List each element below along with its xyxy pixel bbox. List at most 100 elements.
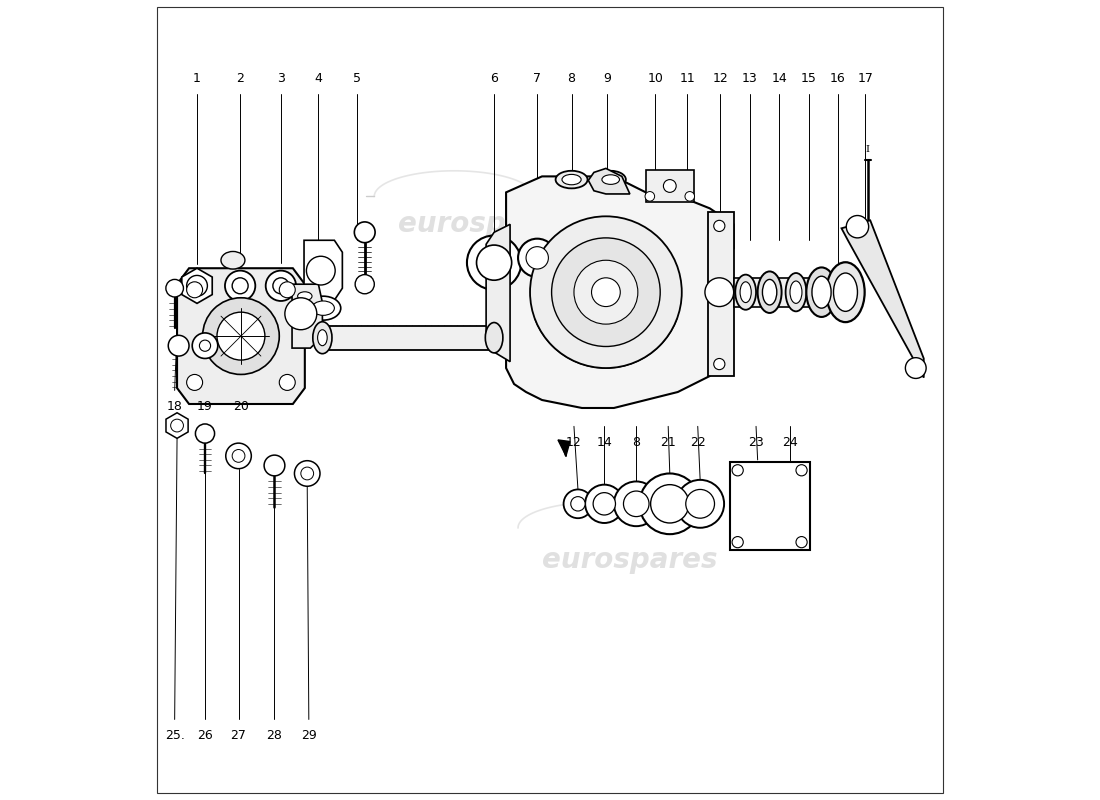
Ellipse shape [221,251,245,269]
Text: 9: 9 [604,71,612,85]
Circle shape [846,215,869,238]
Circle shape [202,298,279,374]
Ellipse shape [735,274,756,310]
Bar [322,326,494,350]
Text: 8: 8 [568,71,575,85]
Circle shape [232,450,245,462]
Circle shape [217,312,265,360]
Text: 24: 24 [782,436,797,449]
Text: eurospares: eurospares [398,210,574,238]
Bar [729,462,810,550]
Polygon shape [292,284,322,348]
Circle shape [466,235,521,290]
Bar [646,170,694,202]
Circle shape [733,537,744,548]
Circle shape [645,191,654,201]
Text: 19: 19 [197,400,213,413]
Circle shape [196,424,214,443]
Ellipse shape [762,279,777,305]
Polygon shape [708,212,734,376]
Circle shape [526,246,549,269]
Circle shape [264,455,285,476]
Ellipse shape [595,170,626,188]
Text: 7: 7 [534,71,541,85]
Text: 12: 12 [566,436,582,449]
Circle shape [614,482,659,526]
Text: 23: 23 [748,436,763,449]
Polygon shape [506,176,734,408]
Text: 17: 17 [858,71,873,85]
Ellipse shape [318,330,327,346]
Circle shape [355,274,374,294]
Ellipse shape [790,281,802,303]
Text: 8: 8 [632,436,640,449]
Circle shape [266,270,296,301]
Text: 15: 15 [801,71,816,85]
Polygon shape [166,413,188,438]
Circle shape [232,278,249,294]
Ellipse shape [602,174,619,184]
Circle shape [714,358,725,370]
Polygon shape [588,169,630,194]
Circle shape [226,443,251,469]
Ellipse shape [826,262,865,322]
Text: 18: 18 [167,400,183,413]
Text: I: I [866,145,870,154]
Ellipse shape [312,322,332,354]
Ellipse shape [485,322,503,353]
Bar [734,278,846,306]
Ellipse shape [292,288,318,304]
Circle shape [518,238,557,277]
Ellipse shape [298,292,312,301]
Circle shape [733,465,744,476]
Ellipse shape [556,170,587,188]
Ellipse shape [785,273,806,311]
Ellipse shape [740,282,751,302]
Circle shape [295,461,320,486]
Circle shape [192,333,218,358]
Circle shape [476,245,512,280]
Circle shape [650,485,689,523]
Circle shape [796,465,807,476]
Circle shape [187,282,202,298]
Text: 22: 22 [690,436,705,449]
Text: 14: 14 [596,436,613,449]
Ellipse shape [306,296,341,320]
Circle shape [663,179,676,192]
Circle shape [300,467,313,480]
Text: 14: 14 [771,71,788,85]
Text: 11: 11 [680,71,695,85]
Circle shape [905,358,926,378]
Text: 13: 13 [741,71,758,85]
Text: 1: 1 [194,71,201,85]
Circle shape [530,216,682,368]
Circle shape [273,278,289,294]
Circle shape [168,335,189,356]
Circle shape [354,222,375,242]
Circle shape [199,340,210,351]
Text: 4: 4 [315,71,322,85]
Circle shape [187,374,202,390]
Text: 25.: 25. [165,729,185,742]
Text: 28: 28 [266,729,283,742]
Circle shape [639,474,700,534]
Circle shape [592,278,620,306]
Text: 27: 27 [231,729,246,742]
Text: eurospares: eurospares [542,546,717,574]
Circle shape [307,256,336,285]
Circle shape [593,493,616,515]
Circle shape [585,485,624,523]
Circle shape [796,537,807,548]
Polygon shape [182,268,212,303]
Text: 29: 29 [301,729,317,742]
Polygon shape [304,240,342,300]
Circle shape [705,278,734,306]
Circle shape [170,419,184,432]
Text: 20: 20 [233,400,249,413]
Circle shape [563,490,592,518]
Text: 6: 6 [491,71,498,85]
Circle shape [279,282,295,298]
Circle shape [551,238,660,346]
Circle shape [187,275,208,296]
Text: 5: 5 [353,71,361,85]
